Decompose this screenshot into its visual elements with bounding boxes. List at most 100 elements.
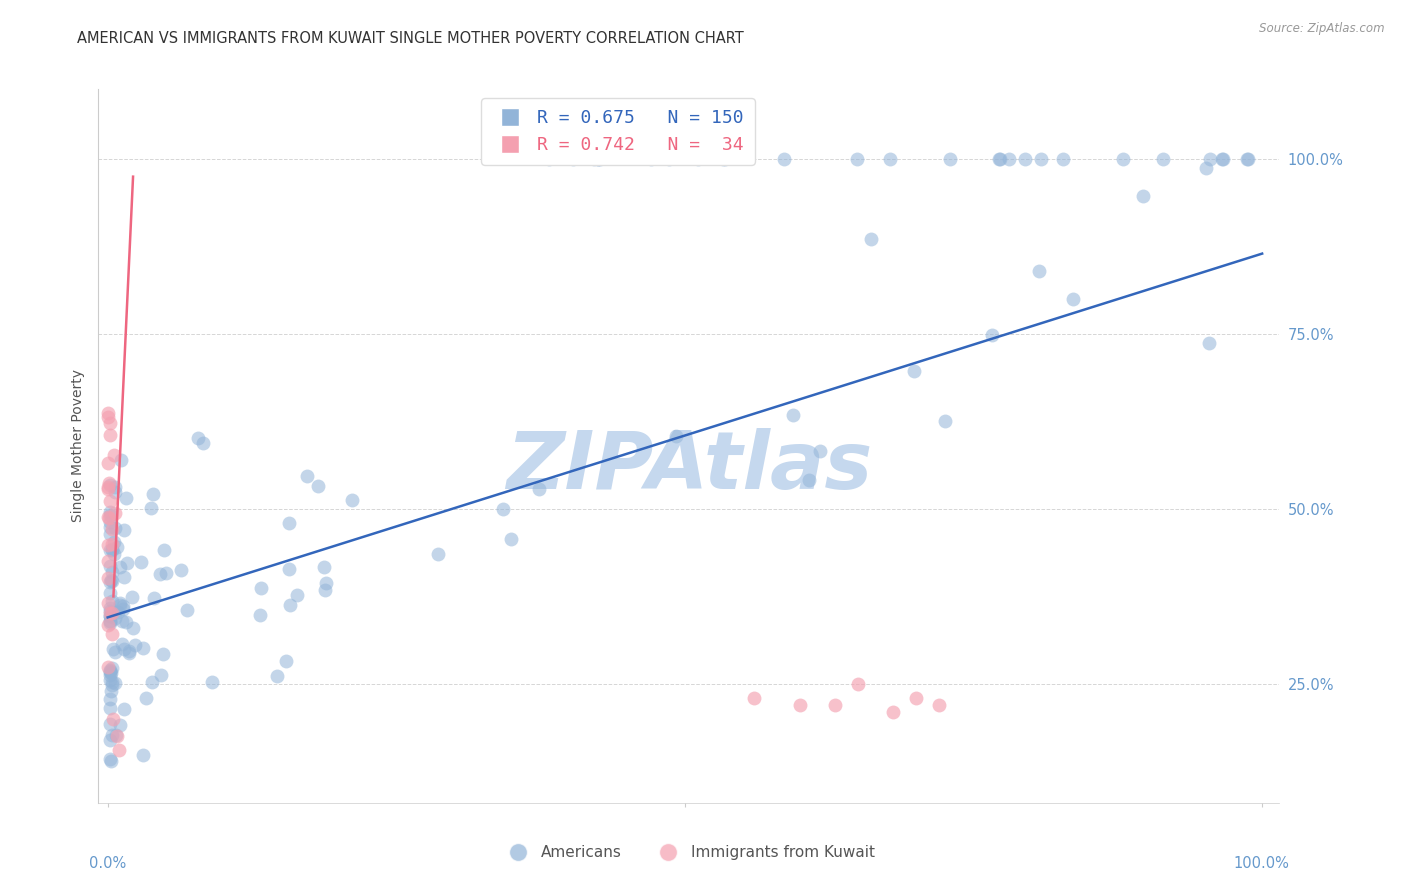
- Point: [101, 574, 124, 589]
- Point: [297, 469, 319, 483]
- Legend: Americans, Immigrants from Kuwait: Americans, Immigrants from Kuwait: [496, 839, 882, 866]
- Point: [108, 559, 131, 574]
- Point: [97, 483, 120, 497]
- Point: [101, 542, 124, 557]
- Point: [845, 152, 868, 166]
- Point: [586, 152, 609, 166]
- Point: [97, 480, 120, 494]
- Point: [998, 152, 1021, 166]
- Point: [112, 642, 135, 657]
- Point: [112, 570, 135, 584]
- Point: [934, 413, 956, 427]
- Point: [98, 520, 121, 534]
- Point: [112, 523, 135, 537]
- Point: [988, 152, 1011, 166]
- Point: [135, 690, 157, 705]
- Point: [100, 661, 122, 675]
- Point: [882, 705, 904, 719]
- Point: [98, 701, 121, 715]
- Point: [1062, 292, 1084, 306]
- Point: [588, 152, 610, 166]
- Point: [824, 698, 846, 712]
- Point: [104, 506, 127, 520]
- Point: [97, 409, 120, 424]
- Point: [808, 444, 831, 458]
- Point: [1198, 335, 1220, 350]
- Point: [104, 521, 127, 535]
- Point: [98, 417, 121, 431]
- Point: [711, 152, 734, 166]
- Point: [340, 493, 363, 508]
- Point: [98, 475, 121, 490]
- Point: [426, 547, 449, 561]
- Point: [111, 614, 134, 628]
- Point: [98, 542, 121, 557]
- Point: [155, 566, 177, 581]
- Point: [314, 559, 336, 574]
- Point: [928, 698, 950, 712]
- Point: [98, 608, 121, 623]
- Point: [714, 152, 737, 166]
- Point: [1211, 152, 1233, 166]
- Point: [981, 328, 1004, 343]
- Point: [105, 540, 128, 554]
- Point: [110, 453, 132, 467]
- Point: [98, 664, 121, 678]
- Point: [278, 598, 301, 612]
- Point: [1028, 264, 1050, 278]
- Point: [115, 491, 138, 505]
- Point: [686, 152, 709, 166]
- Point: [152, 647, 174, 661]
- Point: [100, 728, 122, 742]
- Point: [782, 408, 804, 422]
- Point: [789, 698, 811, 712]
- Point: [97, 596, 120, 610]
- Point: [988, 152, 1011, 166]
- Point: [307, 479, 329, 493]
- Point: [104, 485, 127, 500]
- Point: [98, 559, 121, 574]
- Point: [742, 690, 765, 705]
- Point: [249, 607, 271, 622]
- Y-axis label: Single Mother Poverty: Single Mother Poverty: [70, 369, 84, 523]
- Point: [115, 615, 138, 629]
- Point: [100, 665, 122, 680]
- Point: [103, 712, 125, 726]
- Point: [315, 575, 337, 590]
- Point: [527, 482, 550, 496]
- Point: [103, 547, 125, 561]
- Point: [98, 605, 121, 619]
- Point: [152, 543, 174, 558]
- Point: [97, 660, 120, 674]
- Point: [582, 152, 605, 166]
- Point: [98, 478, 121, 492]
- Point: [101, 674, 124, 689]
- Point: [100, 574, 122, 588]
- Point: [97, 618, 120, 632]
- Point: [98, 515, 121, 529]
- Point: [98, 717, 121, 731]
- Point: [104, 675, 127, 690]
- Point: [860, 232, 883, 246]
- Point: [100, 684, 122, 698]
- Point: [1237, 152, 1260, 166]
- Point: [939, 152, 962, 166]
- Point: [170, 563, 193, 577]
- Point: [143, 591, 166, 605]
- Point: [112, 602, 135, 616]
- Point: [176, 603, 198, 617]
- Point: [187, 431, 209, 445]
- Point: [97, 406, 120, 420]
- Point: [98, 575, 121, 590]
- Point: [121, 590, 143, 604]
- Point: [105, 728, 128, 742]
- Point: [1052, 152, 1074, 166]
- Point: [586, 152, 609, 166]
- Point: [266, 669, 288, 683]
- Text: AMERICAN VS IMMIGRANTS FROM KUWAIT SINGLE MOTHER POVERTY CORRELATION CHART: AMERICAN VS IMMIGRANTS FROM KUWAIT SINGL…: [77, 31, 744, 46]
- Point: [97, 554, 120, 568]
- Point: [112, 599, 135, 613]
- Point: [1198, 152, 1220, 166]
- Point: [108, 743, 131, 757]
- Point: [100, 537, 122, 551]
